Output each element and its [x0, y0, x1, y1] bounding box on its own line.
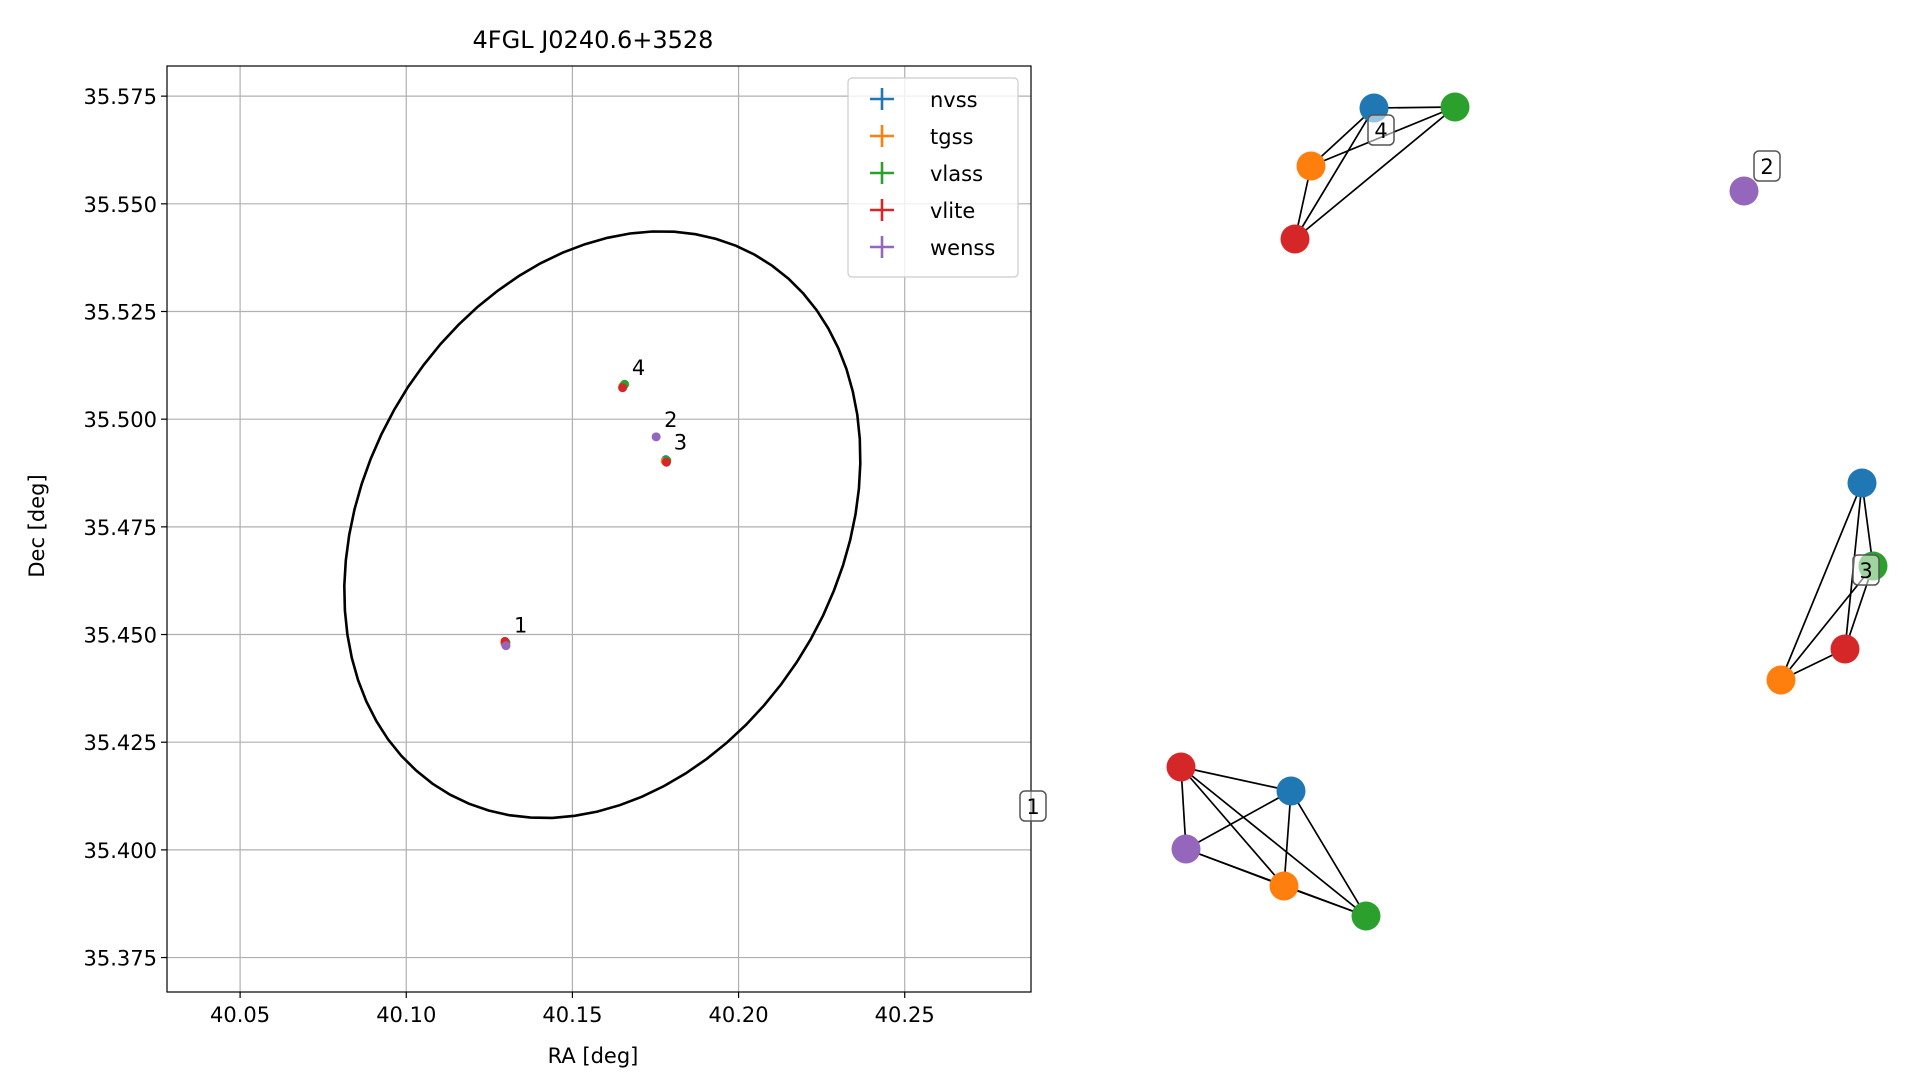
y-tick-label: 35.425 [84, 731, 157, 755]
network-edge [1283, 790, 1292, 887]
group-label: 4 [632, 356, 645, 380]
tgss-node [1296, 151, 1326, 181]
x-tick-label: 40.20 [709, 1003, 769, 1027]
legend-label-tgss: tgss [930, 125, 973, 149]
group-label: 2 [664, 408, 677, 432]
x-tick-label: 40.25 [875, 1003, 935, 1027]
legend-label-wenss: wenss [930, 236, 995, 260]
legend-label-vlass: vlass [930, 162, 983, 186]
network-group-3: 3 [1766, 468, 1888, 695]
network-group-label: 3 [1859, 559, 1872, 583]
x-tick-label: 40.10 [376, 1003, 436, 1027]
tgss-node [1269, 871, 1299, 901]
network-group-box [1852, 554, 1880, 586]
network-group-label: 2 [1760, 155, 1773, 179]
network-edge [1294, 106, 1456, 240]
network-edge [1180, 766, 1292, 792]
network-group-box [1367, 114, 1395, 146]
vlite-node [1280, 224, 1310, 254]
source-points [500, 379, 672, 651]
wenss-point [651, 432, 661, 442]
legend-box [847, 77, 1019, 278]
legend-label-vlite: vlite [930, 199, 975, 223]
x-axis-ticks: 40.05 40.10 40.15 40.20 40.25 [210, 992, 935, 1027]
group-label: 3 [674, 431, 687, 455]
chart-title: 4FGL J0240.6+3528 [473, 26, 714, 54]
vlass-node [1351, 901, 1381, 931]
y-tick-label: 35.550 [84, 193, 157, 217]
network-edge [1185, 790, 1292, 850]
network-edge [1180, 766, 1367, 917]
x-tick-label: 40.05 [210, 1003, 270, 1027]
y-tick-label: 35.450 [84, 624, 157, 648]
legend-label-nvss: nvss [930, 88, 978, 112]
network-group-label: 1 [1026, 795, 1039, 819]
y-tick-label: 35.475 [84, 516, 157, 540]
network-panel: 1 2 3 4 [1019, 92, 1888, 931]
vlite-node [1166, 752, 1196, 782]
group-label: 1 [514, 613, 527, 637]
wenss-node [1729, 176, 1759, 206]
network-edge [1290, 790, 1367, 917]
y-tick-label: 35.575 [84, 85, 157, 109]
x-tick-label: 40.15 [542, 1003, 602, 1027]
y-axis-ticks: 35.375 35.400 35.425 35.450 35.475 35.500 35.5… [84, 85, 167, 971]
x-axis-label: RA [deg] [548, 1044, 639, 1068]
wenss-point [501, 641, 511, 651]
y-axis-label: Dec [deg] [25, 474, 49, 577]
wenss-node [1171, 834, 1201, 864]
confidence-ellipse [342, 230, 862, 820]
y-tick-label: 35.375 [84, 947, 157, 971]
y-tick-label: 35.500 [84, 408, 157, 432]
vlite-point [661, 457, 671, 467]
network-group-label: 4 [1374, 119, 1387, 143]
group-labels: 1 23 4 [514, 356, 687, 637]
network-group-1: 1 [1019, 752, 1381, 931]
nvss-node [1847, 468, 1877, 498]
y-tick-label: 35.400 [84, 839, 157, 863]
y-tick-label: 35.525 [84, 300, 157, 324]
network-group-box [1019, 790, 1047, 822]
legend: nvss tgss vlass vlite wenss [847, 77, 1019, 278]
tgss-node [1766, 665, 1796, 695]
confidence-ellipse-layer [342, 230, 862, 820]
vlite-point [618, 383, 628, 393]
grid-lines [167, 66, 1031, 992]
network-edge [1780, 482, 1863, 681]
network-group-4: 4 [1280, 92, 1470, 254]
vlass-node [1440, 92, 1470, 122]
network-edge [1294, 107, 1375, 240]
network-group-2: 2 [1729, 150, 1781, 206]
network-edge [1180, 766, 1285, 887]
nvss-node [1276, 776, 1306, 806]
network-group-box [1753, 150, 1781, 182]
plot-frame [166, 65, 1032, 993]
vlite-node [1830, 634, 1860, 664]
